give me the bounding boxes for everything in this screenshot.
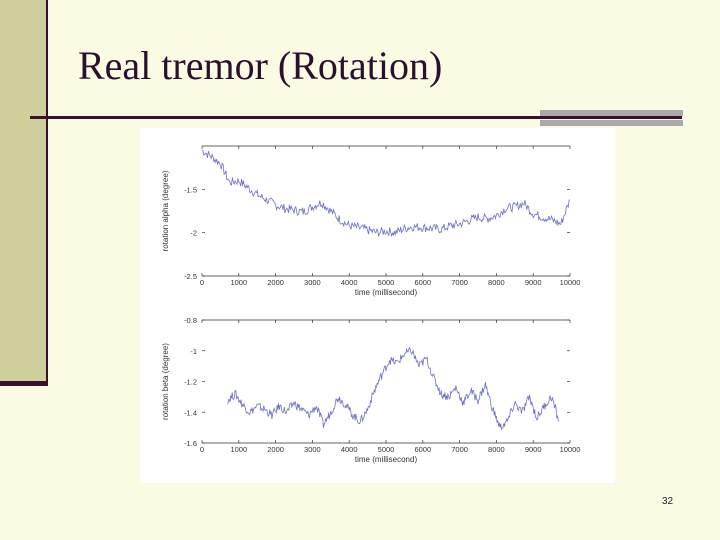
panel-2-y-tick-label: -0.8 bbox=[184, 316, 197, 325]
chart-figure: 0 1000 2000 3000 4000 5000 6000 7000 8000 9000 100… bbox=[140, 128, 615, 483]
sidebar-foot bbox=[0, 381, 48, 386]
panel-1-y-axis-label: rotation alpha (degree) bbox=[161, 170, 170, 251]
title-rule bbox=[30, 116, 682, 119]
panel-2-x-tick-label: 6000 bbox=[414, 445, 431, 454]
chart-svg: 0 1000 2000 3000 4000 5000 6000 7000 8000 9000 100… bbox=[161, 145, 581, 464]
panel-2-y-axis-label: rotation beta (degree) bbox=[161, 343, 170, 420]
panel-2-x-tick-label: 1000 bbox=[230, 445, 247, 454]
panel-2-x-tick-label: 9000 bbox=[525, 445, 542, 454]
panel-1-x-tick-label: 2000 bbox=[267, 278, 284, 287]
slide-title: Real tremor (Rotation) bbox=[78, 43, 443, 88]
title-accent-bar bbox=[540, 110, 683, 116]
panel-1-x-tick-label: 4000 bbox=[341, 278, 358, 287]
panel-1-x-tick-label: 8000 bbox=[488, 278, 505, 287]
panel-1-x-tick-label: 3000 bbox=[304, 278, 321, 287]
panel-2-x-tick-label: 10000 bbox=[560, 445, 581, 454]
panel-2-x-tick-label: 7000 bbox=[451, 445, 468, 454]
panel-1-x-tick-label: 9000 bbox=[525, 278, 542, 287]
panel-2-x-tick-label: 2000 bbox=[267, 445, 284, 454]
panel-1-y-tick-label: -1.5 bbox=[184, 185, 197, 194]
title-accent-bar-lower bbox=[540, 120, 683, 126]
panel-2-x-tick-label: 0 bbox=[200, 445, 204, 454]
panel-1-x-tick-label: 10000 bbox=[560, 278, 581, 287]
panel-1-x-axis-label: time (millisecond) bbox=[355, 288, 418, 297]
page-number: 32 bbox=[662, 496, 674, 507]
panel-2-x-tick-label: 8000 bbox=[488, 445, 505, 454]
panel-1-y-tick-label: -2 bbox=[190, 229, 197, 238]
sidebar-edge bbox=[46, 0, 48, 386]
panel-2-x-tick-label: 5000 bbox=[378, 445, 395, 454]
panel-2-y-tick-label: -1.2 bbox=[184, 378, 197, 387]
panel-2-series-line bbox=[227, 346, 560, 431]
panel-2-x-axis-label: time (millisecond) bbox=[355, 455, 418, 464]
panel-1-y-tick-label: -2.5 bbox=[184, 272, 197, 281]
panel-1-x-tick-label: 5000 bbox=[378, 278, 395, 287]
panel-1-series-line bbox=[202, 149, 571, 237]
panel-1-x-tick-label: 1000 bbox=[230, 278, 247, 287]
panel-2-x-tick-label: 3000 bbox=[304, 445, 321, 454]
panel-1-x-tick-label: 0 bbox=[200, 278, 204, 287]
panel-2-x-tick-label: 4000 bbox=[341, 445, 358, 454]
panel-2-y-tick-label: -1 bbox=[190, 347, 197, 356]
panel-1-x-tick-label: 7000 bbox=[451, 278, 468, 287]
panel-2-y-tick-label: -1.6 bbox=[184, 439, 197, 448]
panel-1-x-tick-label: 6000 bbox=[414, 278, 431, 287]
sidebar-band bbox=[0, 0, 46, 385]
panel-2-y-tick-label: -1.4 bbox=[184, 408, 197, 417]
